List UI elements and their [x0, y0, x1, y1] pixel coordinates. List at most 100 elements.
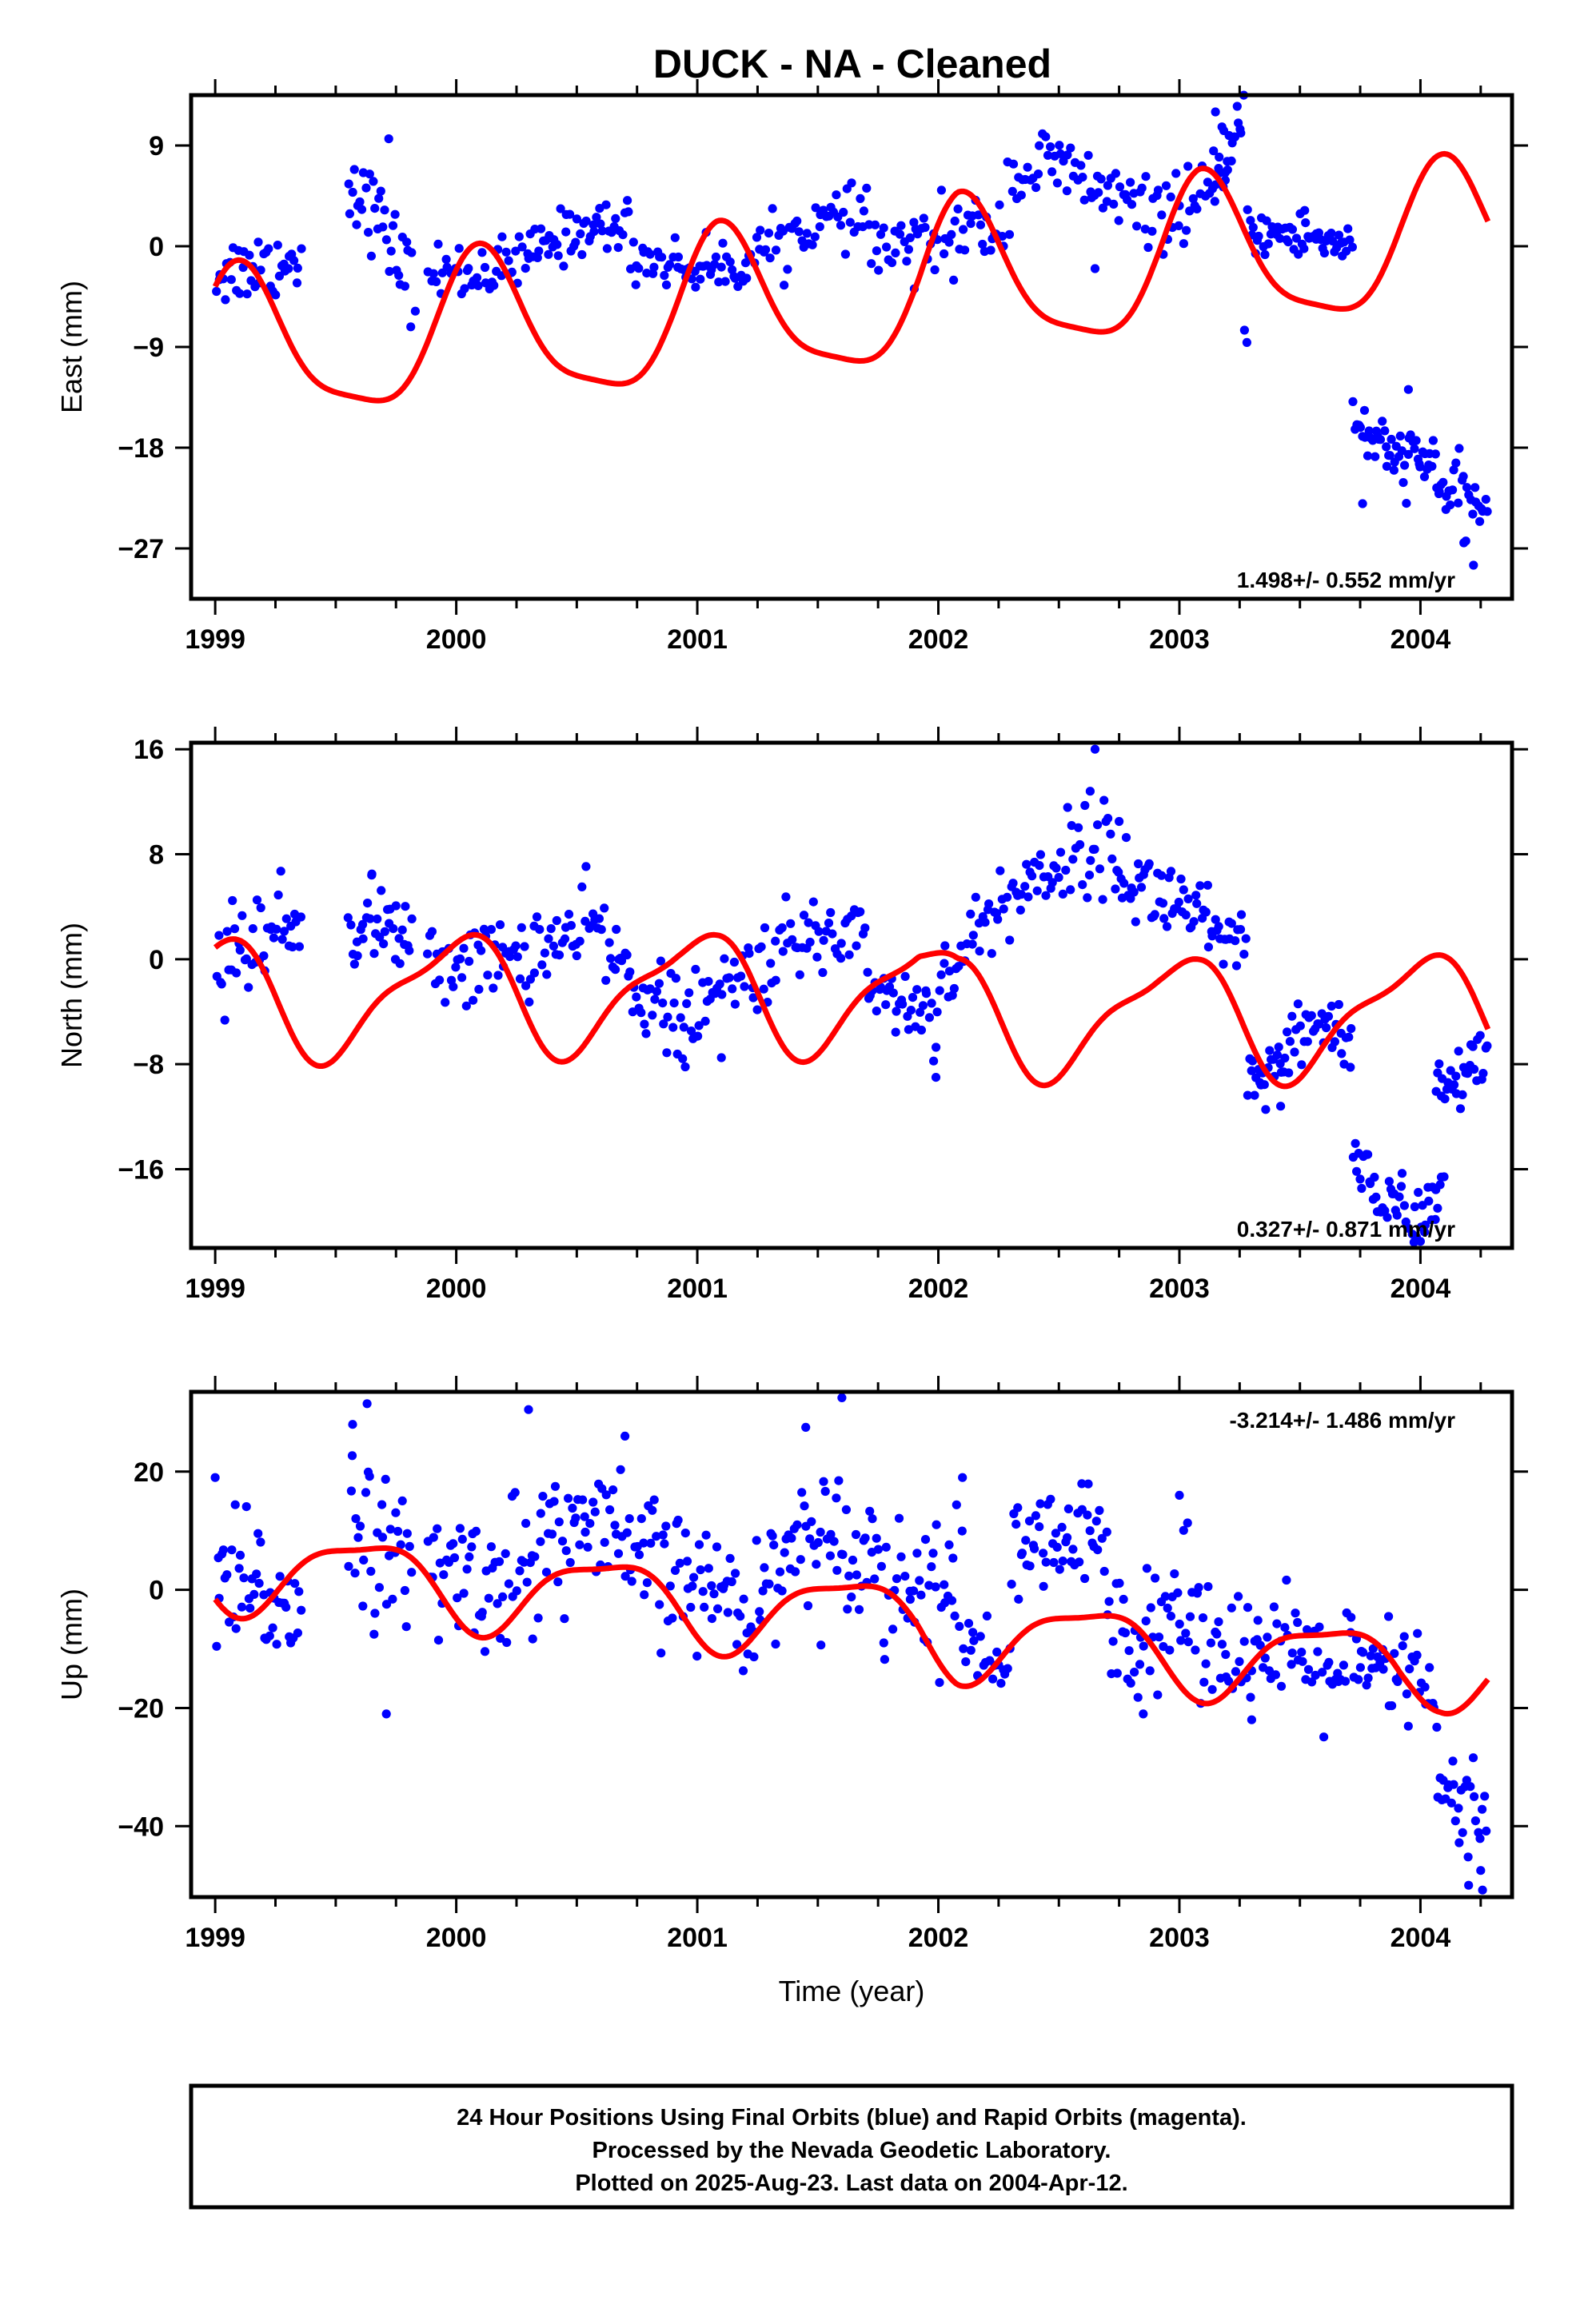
data-point	[940, 1580, 949, 1589]
data-point	[783, 265, 792, 274]
x-axis-label: Time (year)	[779, 1975, 925, 2007]
data-point	[1017, 1549, 1027, 1558]
data-point	[648, 1505, 657, 1515]
data-point	[359, 1555, 369, 1565]
footer-line-2: Processed by the Nevada Geodetic Laborat…	[592, 2138, 1111, 2163]
data-point	[1032, 886, 1042, 895]
data-point	[1346, 1062, 1355, 1072]
data-point	[218, 1545, 228, 1555]
data-point	[918, 1001, 928, 1011]
data-point	[606, 954, 616, 963]
data-point	[1414, 1187, 1423, 1198]
data-point	[273, 241, 282, 250]
data-point	[1359, 1648, 1368, 1657]
data-point	[816, 1640, 826, 1650]
data-point	[1255, 1640, 1265, 1650]
data-point	[358, 934, 368, 943]
data-point	[652, 1532, 661, 1541]
data-point	[713, 1604, 723, 1613]
data-point	[1077, 1479, 1087, 1489]
data-point	[1243, 1603, 1253, 1612]
x-tick-label: 2000	[426, 1274, 487, 1304]
data-point	[816, 1527, 825, 1537]
data-point	[1415, 462, 1425, 472]
data-point	[1235, 1656, 1244, 1666]
data-point	[504, 256, 513, 265]
data-point	[1224, 1676, 1234, 1686]
data-point	[691, 282, 700, 292]
data-point	[995, 200, 1004, 209]
data-point	[1394, 1192, 1404, 1202]
data-point	[715, 979, 724, 989]
data-point	[993, 915, 1003, 924]
data-point	[812, 1560, 821, 1569]
data-point	[349, 165, 359, 174]
data-point	[613, 1549, 624, 1558]
data-point	[1253, 1616, 1263, 1625]
data-point	[1022, 859, 1031, 869]
data-point	[1035, 1499, 1045, 1509]
data-point	[515, 974, 525, 983]
data-point	[968, 931, 978, 940]
data-point	[709, 260, 720, 269]
data-point	[1446, 1066, 1455, 1075]
data-point	[1311, 1670, 1320, 1680]
footer-line-1: 24 Hour Positions Using Final Orbits (bl…	[457, 2105, 1247, 2131]
data-point	[451, 963, 461, 972]
data-point	[976, 1632, 985, 1641]
data-point	[1035, 141, 1044, 150]
data-point	[984, 899, 994, 909]
data-point	[659, 1019, 668, 1029]
data-point	[348, 187, 357, 197]
data-point	[1283, 237, 1293, 247]
data-point	[801, 1422, 811, 1432]
data-point	[919, 213, 928, 223]
data-point	[577, 249, 587, 260]
data-point	[1189, 917, 1199, 927]
data-point	[1271, 1670, 1280, 1680]
data-point	[214, 931, 224, 940]
data-point	[1137, 183, 1147, 193]
data-point	[479, 924, 489, 934]
data-point	[1451, 1071, 1461, 1081]
data-point	[879, 223, 888, 233]
data-point	[811, 203, 820, 213]
data-point	[248, 924, 257, 934]
data-point	[1104, 1597, 1114, 1606]
data-point	[1290, 1047, 1299, 1057]
data-point	[881, 1542, 891, 1552]
data-point	[760, 245, 771, 254]
data-point	[654, 979, 664, 988]
data-point	[978, 239, 988, 249]
data-point	[1021, 1536, 1031, 1545]
data-point	[600, 1537, 609, 1547]
data-point	[212, 286, 221, 297]
data-point	[1195, 881, 1205, 891]
data-point	[1188, 193, 1198, 204]
data-point	[1153, 1690, 1163, 1700]
data-point	[1055, 141, 1064, 150]
data-point	[1157, 871, 1167, 880]
data-point	[249, 1589, 259, 1599]
data-point	[818, 967, 828, 978]
data-point	[1410, 1202, 1419, 1212]
data-point	[768, 1531, 777, 1541]
data-point	[1221, 1649, 1231, 1660]
data-point	[1454, 1046, 1463, 1056]
data-point	[1211, 915, 1220, 924]
data-point	[345, 209, 354, 218]
data-point	[252, 1569, 261, 1579]
data-point	[652, 987, 662, 996]
data-point	[1294, 249, 1303, 259]
observations-series	[212, 90, 1492, 570]
data-point	[931, 1582, 940, 1592]
data-point	[868, 1514, 877, 1524]
data-point	[265, 1631, 274, 1640]
data-point	[1124, 1646, 1134, 1656]
observations-series	[210, 1393, 1491, 1895]
data-point	[1176, 874, 1186, 884]
data-point	[872, 1533, 881, 1543]
data-point	[1183, 161, 1193, 171]
data-point	[1154, 1632, 1164, 1642]
data-point	[787, 1533, 796, 1543]
